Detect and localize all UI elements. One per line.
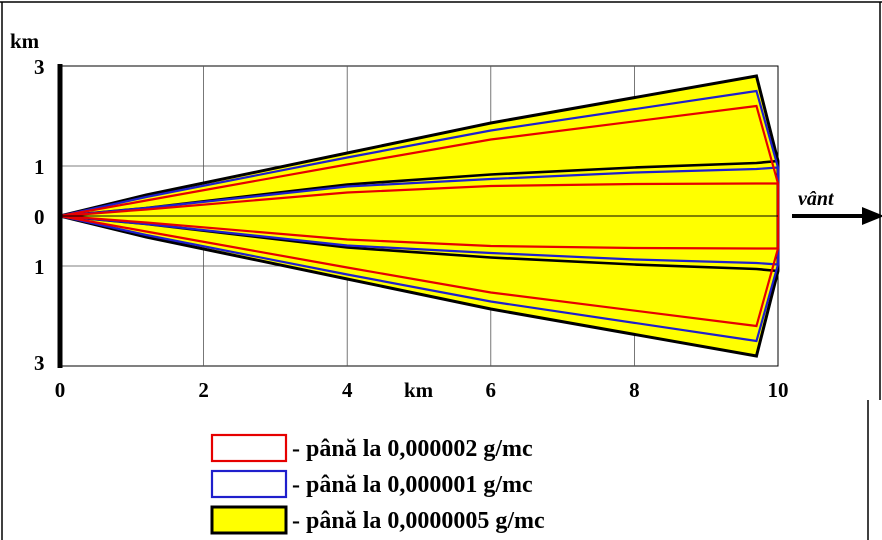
- y-tick-label: 3: [34, 351, 45, 375]
- plume-inner-bottom-2: [59, 214, 778, 250]
- legend-label: - până la 0,000001 g/mc: [292, 472, 533, 498]
- legend-entry: - până la 0,0000005 g/mc: [210, 505, 545, 535]
- legend-label: - până la 0,000002 g/mc: [292, 436, 533, 462]
- x-tick-label: 8: [629, 378, 640, 402]
- y-tick-label: 0: [34, 205, 45, 229]
- legend-swatch: [210, 469, 288, 499]
- legend-swatch: [210, 433, 288, 463]
- x-tick-label: 10: [768, 378, 789, 402]
- x-axis-unit: km: [404, 378, 434, 402]
- y-tick-label: 1: [34, 155, 45, 179]
- legend-label: - până la 0,0000005 g/mc: [292, 508, 545, 534]
- y-axis-unit: km: [10, 29, 40, 53]
- y-tick-label: 1: [34, 255, 45, 279]
- legend-entry: - până la 0,000002 g/mc: [210, 433, 533, 463]
- x-tick-label: 6: [486, 378, 497, 402]
- x-tick-label: 2: [198, 378, 209, 402]
- legend: - până la 0,000002 g/mc - până la 0,00000…: [210, 433, 545, 535]
- plume-inner-bottom-1: [59, 214, 779, 266]
- x-tick-label: 0: [55, 378, 66, 402]
- y-tick-label: 3: [34, 55, 45, 79]
- plume-inner-top-1: [59, 166, 779, 218]
- wind-label: vânt: [798, 188, 835, 210]
- y-tick-labels: 3 1 0 1 3: [34, 55, 45, 375]
- x-tick-label: 4: [342, 378, 353, 402]
- plume-inner-top-2: [59, 182, 778, 218]
- x-tick-labels: 0 2 4 6 8 10: [55, 378, 789, 402]
- legend-swatch: [210, 505, 288, 535]
- plot-area: [57, 64, 780, 368]
- wind-arrow-icon: [792, 207, 882, 225]
- legend-entry: - până la 0,000001 g/mc: [210, 469, 533, 499]
